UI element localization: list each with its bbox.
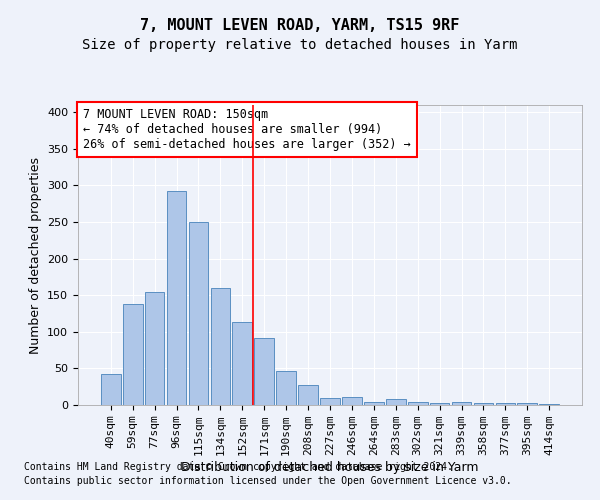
- Text: 7, MOUNT LEVEN ROAD, YARM, TS15 9RF: 7, MOUNT LEVEN ROAD, YARM, TS15 9RF: [140, 18, 460, 32]
- X-axis label: Distribution of detached houses by size in Yarm: Distribution of detached houses by size …: [181, 461, 479, 474]
- Bar: [408, 402, 428, 405]
- Text: Contains HM Land Registry data © Crown copyright and database right 2024.: Contains HM Land Registry data © Crown c…: [24, 462, 453, 472]
- Bar: [145, 292, 164, 405]
- Y-axis label: Number of detached properties: Number of detached properties: [29, 156, 41, 354]
- Bar: [101, 374, 121, 405]
- Bar: [452, 402, 472, 405]
- Bar: [320, 398, 340, 405]
- Bar: [539, 404, 559, 405]
- Bar: [167, 190, 187, 405]
- Bar: [430, 403, 449, 405]
- Bar: [496, 403, 515, 405]
- Bar: [342, 397, 362, 405]
- Bar: [473, 403, 493, 405]
- Bar: [123, 304, 143, 405]
- Text: Contains public sector information licensed under the Open Government Licence v3: Contains public sector information licen…: [24, 476, 512, 486]
- Bar: [211, 288, 230, 405]
- Bar: [298, 385, 318, 405]
- Text: 7 MOUNT LEVEN ROAD: 150sqm
← 74% of detached houses are smaller (994)
26% of sem: 7 MOUNT LEVEN ROAD: 150sqm ← 74% of deta…: [83, 108, 411, 151]
- Text: Size of property relative to detached houses in Yarm: Size of property relative to detached ho…: [82, 38, 518, 52]
- Bar: [386, 399, 406, 405]
- Bar: [364, 402, 384, 405]
- Bar: [276, 372, 296, 405]
- Bar: [188, 222, 208, 405]
- Bar: [517, 403, 537, 405]
- Bar: [232, 322, 252, 405]
- Bar: [254, 338, 274, 405]
